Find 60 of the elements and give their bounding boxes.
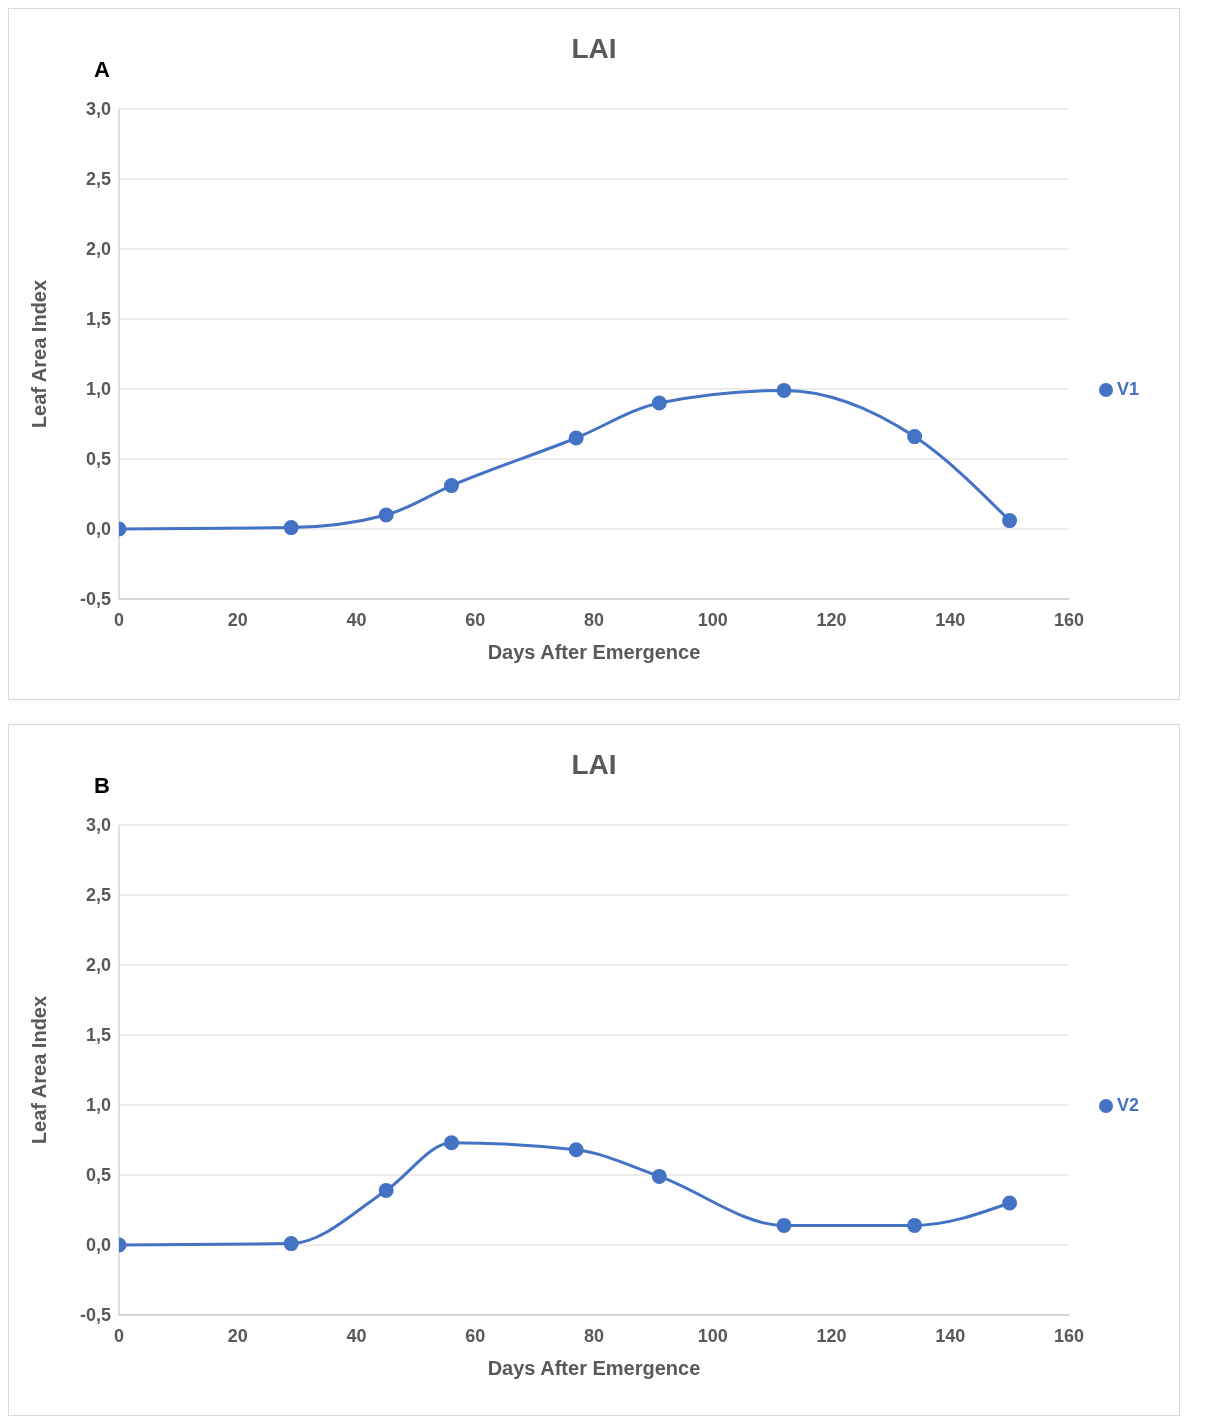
- x-tick-label: 0: [113, 1325, 125, 1346]
- x-tick-label: 140: [935, 1325, 966, 1346]
- y-tick-label: 2,0: [85, 955, 111, 976]
- x-axis-title: Days After Emergence: [487, 641, 701, 663]
- y-tick-label: 1,5: [85, 309, 111, 330]
- point: [651, 395, 667, 411]
- legend-label: V1: [1116, 378, 1139, 399]
- y-axis-title: Leaf Area Index: [28, 995, 51, 1145]
- chart-title: LAI: [571, 33, 617, 64]
- text: B: [94, 773, 110, 799]
- legend-label: V2: [1116, 1094, 1139, 1115]
- y-tick-label: -0,5: [79, 589, 111, 610]
- y-tick-label: -0,5: [79, 1305, 111, 1326]
- x-axis-title: Days After Emergence: [487, 1357, 701, 1379]
- x-tick-label: 20: [227, 1325, 248, 1346]
- chart-title: LAI: [571, 749, 617, 780]
- point: [776, 382, 792, 398]
- x-tick-label: 20: [227, 609, 248, 630]
- x-tick-label: 140: [935, 609, 966, 630]
- x-tick-label: 120: [816, 1325, 847, 1346]
- x-tick-label: 60: [465, 1325, 486, 1346]
- y-tick-label: 3,0: [85, 99, 111, 120]
- y-tick-label: 2,0: [85, 239, 111, 260]
- x-tick-label: 40: [346, 1325, 367, 1346]
- point: [568, 1142, 584, 1158]
- point: [443, 478, 459, 494]
- point: [443, 1135, 459, 1151]
- point: [907, 1217, 923, 1233]
- point: [651, 1168, 667, 1184]
- y-tick-label: 1,0: [85, 1095, 111, 1116]
- x-tick-label: 80: [583, 609, 604, 630]
- point: [776, 1217, 792, 1233]
- point: [907, 429, 923, 445]
- point: [283, 520, 299, 536]
- y-tick-label: 2,5: [85, 885, 111, 906]
- y-tick-label: 0,5: [85, 1165, 111, 1186]
- point: [283, 1236, 299, 1252]
- x-tick-label: 60: [465, 609, 486, 630]
- y-tick-label: 3,0: [85, 815, 111, 836]
- y-tick-label: 0,0: [85, 519, 111, 540]
- x-tick-label: 100: [697, 609, 728, 630]
- text: A: [94, 57, 110, 83]
- x-tick-label: 120: [816, 609, 847, 630]
- x-tick-label: 160: [1053, 609, 1084, 630]
- x-tick-label: 40: [346, 609, 367, 630]
- y-axis-title: Leaf Area Index: [28, 279, 51, 429]
- x-tick-label: 80: [583, 1325, 604, 1346]
- point: [378, 1182, 394, 1198]
- y-tick-label: 2,5: [85, 169, 111, 190]
- point: [568, 430, 584, 446]
- y-tick-label: 1,0: [85, 379, 111, 400]
- point: [1002, 1195, 1018, 1211]
- y-tick-label: 0,5: [85, 449, 111, 470]
- x-tick-label: 0: [113, 609, 125, 630]
- point: [378, 507, 394, 523]
- x-tick-label: 160: [1053, 1325, 1084, 1346]
- y-tick-label: 1,5: [85, 1025, 111, 1046]
- y-tick-label: 0,0: [85, 1235, 111, 1256]
- point: [1002, 513, 1018, 529]
- x-tick-label: 100: [697, 1325, 728, 1346]
